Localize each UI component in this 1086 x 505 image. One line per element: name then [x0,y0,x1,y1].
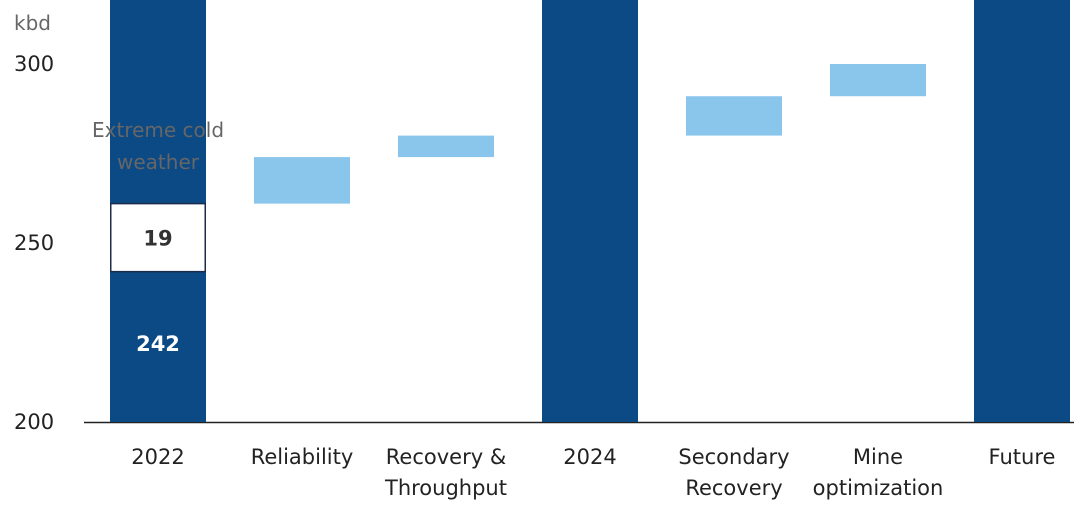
bar-layer [110,0,1070,422]
total-bar [974,0,1070,422]
category-label: Recovery & [386,445,506,469]
axis-layer: kbd 200 250 300 [14,11,1074,434]
increment-bar [398,135,494,158]
overlay-value-label: 19 [143,227,172,251]
category-label: Future [989,445,1056,469]
category-label: Recovery [685,476,782,500]
y-tick-label: 300 [14,52,54,76]
y-tick-label: 200 [14,410,54,434]
overlay-bar [110,202,206,273]
category-label: Throughput [384,476,507,500]
label-layer: 24228030019Extreme coldweather2022Reliab… [92,118,1056,500]
annotation-label: weather [117,150,200,174]
y-tick-label: 250 [14,231,54,255]
increment-bar [830,64,926,97]
category-label: 2022 [131,445,184,469]
increment-bar [686,96,782,136]
category-label: Secondary [678,445,789,469]
category-label: 2024 [563,445,616,469]
category-label: Reliability [251,445,354,469]
bar-value-label: 242 [136,332,180,356]
annotation-label: Extreme cold [92,118,224,142]
category-label: optimization [813,476,944,500]
category-label: Mine [853,445,903,469]
increment-bar [254,157,350,204]
total-bar [542,0,638,422]
unit-label: kbd [14,11,51,35]
